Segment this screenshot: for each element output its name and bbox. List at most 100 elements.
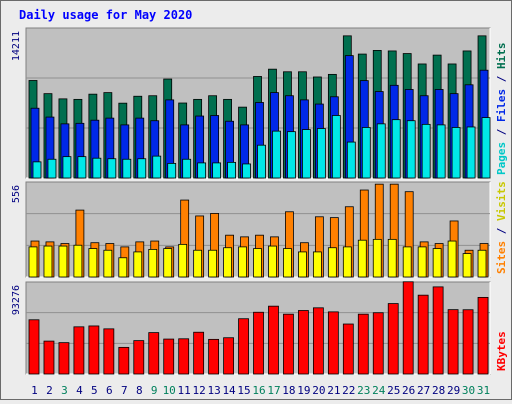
x-tick-label: 4 bbox=[76, 384, 83, 397]
x-tick-label: 27 bbox=[417, 384, 430, 397]
legend-part: Pages bbox=[495, 142, 508, 175]
bar-kbytes bbox=[118, 346, 130, 375]
bar-sites bbox=[193, 249, 203, 278]
bar-sites bbox=[417, 246, 427, 278]
x-tick-label: 13 bbox=[207, 384, 220, 397]
bar-pages bbox=[331, 115, 341, 179]
bar-kbytes bbox=[103, 328, 115, 375]
hits-max-label: 14211 bbox=[11, 31, 22, 61]
bar-pages bbox=[481, 117, 491, 179]
bar-sites bbox=[43, 245, 53, 278]
bar-sites bbox=[477, 249, 487, 278]
bar-pages bbox=[197, 162, 207, 179]
bar-sites bbox=[432, 248, 442, 278]
bar-kbytes bbox=[327, 311, 339, 375]
legend-part: Files bbox=[495, 89, 508, 122]
bar-kbytes bbox=[268, 305, 279, 375]
x-tick-label: 2 bbox=[46, 384, 53, 397]
bar-sites bbox=[342, 246, 352, 278]
bar-kbytes bbox=[208, 338, 220, 375]
bar-sites bbox=[402, 246, 412, 278]
legend-part: KBytes bbox=[495, 331, 508, 371]
bar-sites bbox=[298, 251, 307, 278]
bar-pages bbox=[227, 161, 236, 179]
x-tick-label: 10 bbox=[163, 384, 176, 397]
x-tick-label: 6 bbox=[106, 384, 113, 397]
bar-kbytes bbox=[223, 337, 234, 375]
bar-pages bbox=[242, 163, 251, 179]
bar-sites bbox=[208, 249, 218, 278]
bar-kbytes bbox=[462, 309, 474, 375]
x-tick-label: 3 bbox=[61, 384, 68, 397]
bar-pages bbox=[346, 141, 356, 179]
bar-sites bbox=[283, 248, 292, 278]
bar-sites bbox=[73, 244, 83, 278]
x-tick-label: 9 bbox=[151, 384, 158, 397]
bar-pages bbox=[212, 162, 222, 179]
bar-kbytes bbox=[178, 338, 190, 375]
bar-pages bbox=[406, 120, 416, 179]
x-tick-label: 24 bbox=[372, 384, 386, 397]
bar-sites bbox=[387, 238, 397, 278]
x-tick-label: 23 bbox=[357, 384, 370, 397]
bar-kbytes bbox=[357, 313, 369, 375]
bar-sites bbox=[163, 248, 173, 278]
bar-kbytes bbox=[193, 331, 205, 375]
chart-title: Daily usage for May 2020 bbox=[19, 8, 192, 22]
legend-part: / bbox=[495, 122, 508, 142]
bar-sites bbox=[118, 257, 128, 278]
bar-pages bbox=[451, 127, 461, 179]
bar-pages bbox=[122, 158, 132, 179]
x-tick-label: 14 bbox=[222, 384, 236, 397]
bar-pages bbox=[92, 157, 102, 179]
x-tick-label: 20 bbox=[312, 384, 325, 397]
bar-sites bbox=[88, 248, 98, 278]
kbytes-legend: KBytes bbox=[495, 331, 508, 371]
legend-part: Sites bbox=[495, 241, 508, 274]
bar-kbytes bbox=[28, 319, 40, 375]
bar-kbytes bbox=[342, 323, 354, 375]
bar-kbytes bbox=[447, 309, 459, 375]
x-tick-label: 1 bbox=[31, 384, 38, 397]
bar-kbytes bbox=[133, 340, 145, 375]
bar-pages bbox=[466, 126, 476, 179]
bar-pages bbox=[302, 129, 311, 179]
x-tick-label: 12 bbox=[193, 384, 206, 397]
x-tick-label: 22 bbox=[342, 384, 355, 397]
bar-pages bbox=[376, 123, 386, 179]
bar-kbytes bbox=[238, 318, 249, 375]
bar-sites bbox=[148, 249, 158, 278]
bar-kbytes bbox=[432, 286, 444, 375]
x-tick-label: 17 bbox=[267, 384, 280, 397]
bar-kbytes bbox=[402, 281, 414, 375]
bar-sites bbox=[238, 246, 247, 278]
x-tick-label: 16 bbox=[252, 384, 265, 397]
kbytes-max-label: 93276 bbox=[11, 285, 22, 315]
x-tick-label: 29 bbox=[447, 384, 460, 397]
bar-kbytes bbox=[163, 338, 175, 375]
bar-kbytes bbox=[73, 326, 85, 375]
bar-pages bbox=[182, 158, 192, 179]
bar-sites bbox=[312, 251, 322, 278]
bar-pages bbox=[287, 131, 296, 179]
bar-sites bbox=[28, 246, 38, 278]
x-tick-label: 19 bbox=[297, 384, 310, 397]
visits-legend: Sites / Visits bbox=[495, 181, 508, 274]
bar-kbytes bbox=[253, 311, 264, 375]
bar-pages bbox=[436, 124, 446, 179]
bar-pages bbox=[421, 123, 431, 179]
bar-sites bbox=[357, 239, 367, 278]
bar-sites bbox=[58, 245, 68, 278]
bar-pages bbox=[137, 158, 147, 179]
bar-sites bbox=[327, 247, 337, 278]
bar-pages bbox=[167, 163, 177, 179]
x-tick-label: 21 bbox=[327, 384, 340, 397]
x-tick-label: 26 bbox=[402, 384, 415, 397]
x-tick-label: 11 bbox=[178, 384, 191, 397]
bar-kbytes bbox=[312, 307, 324, 375]
bar-sites bbox=[372, 238, 382, 278]
bar-sites bbox=[103, 249, 113, 278]
bar-pages bbox=[62, 156, 72, 179]
